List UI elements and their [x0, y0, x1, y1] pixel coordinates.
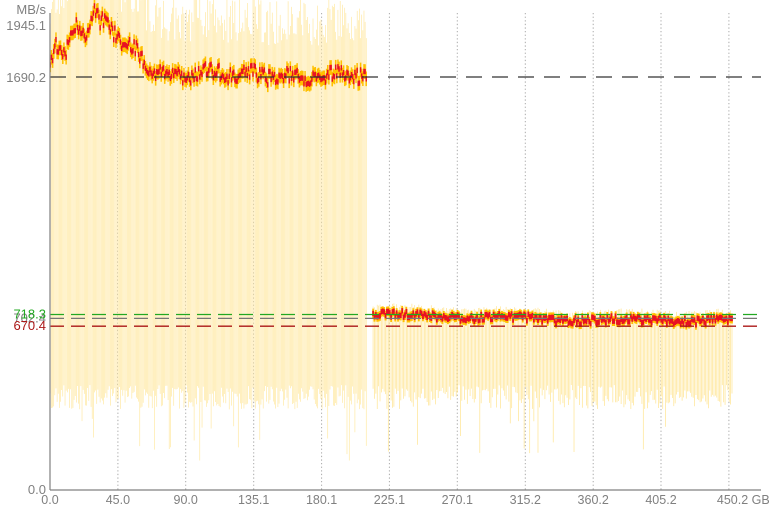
svg-text:0.0: 0.0 — [28, 482, 46, 497]
svg-text:225.1: 225.1 — [374, 493, 405, 507]
svg-text:135.1: 135.1 — [238, 493, 269, 507]
svg-text:180.1: 180.1 — [306, 493, 337, 507]
svg-text:360.2: 360.2 — [578, 493, 609, 507]
svg-text:90.0: 90.0 — [174, 493, 198, 507]
svg-text:670.4: 670.4 — [13, 318, 46, 333]
svg-text:450.2 GB: 450.2 GB — [717, 493, 770, 507]
svg-text:315.2: 315.2 — [510, 493, 541, 507]
svg-text:1690.2: 1690.2 — [6, 70, 46, 85]
svg-text:405.2: 405.2 — [645, 493, 676, 507]
svg-text:MB/s: MB/s — [16, 2, 46, 17]
svg-text:45.0: 45.0 — [106, 493, 130, 507]
svg-text:270.1: 270.1 — [442, 493, 473, 507]
svg-text:1945.1: 1945.1 — [6, 18, 46, 33]
